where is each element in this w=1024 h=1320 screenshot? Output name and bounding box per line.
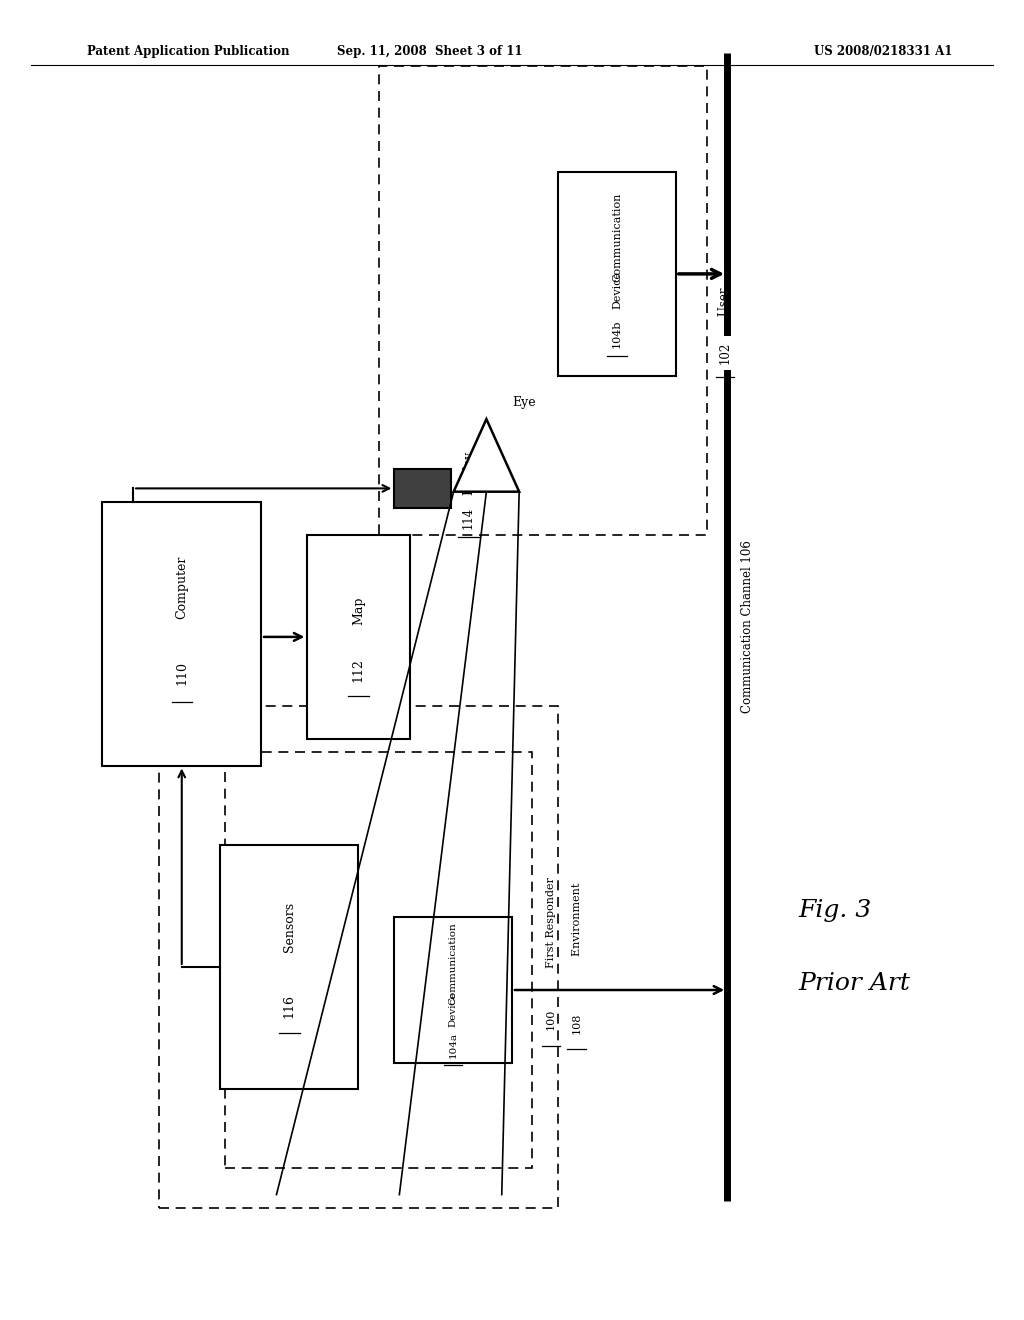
Text: Sensors: Sensors xyxy=(283,903,296,952)
Bar xyxy=(220,845,358,1089)
Text: Computer: Computer xyxy=(175,556,188,619)
Text: Device: Device xyxy=(449,993,458,1027)
Text: 104b: 104b xyxy=(612,319,622,347)
Text: First Responder: First Responder xyxy=(546,874,556,968)
Bar xyxy=(394,917,512,1063)
Text: Communication: Communication xyxy=(449,923,458,1005)
Bar xyxy=(379,66,707,535)
Text: Patent Application Publication: Patent Application Publication xyxy=(87,45,290,58)
Text: Map: Map xyxy=(352,597,365,624)
Text: User: User xyxy=(719,284,731,317)
Text: Sep. 11, 2008  Sheet 3 of 11: Sep. 11, 2008 Sheet 3 of 11 xyxy=(337,45,523,58)
Text: Communication: Communication xyxy=(612,193,622,281)
Polygon shape xyxy=(454,420,519,491)
Text: US 2008/0218331 A1: US 2008/0218331 A1 xyxy=(814,45,952,58)
Text: 102: 102 xyxy=(719,342,731,364)
Text: Fig. 3: Fig. 3 xyxy=(799,899,872,923)
Text: Eye: Eye xyxy=(512,396,536,409)
Bar xyxy=(225,752,532,1168)
Bar xyxy=(159,706,558,1208)
Text: 114: 114 xyxy=(462,507,475,528)
Text: Communication Channel 106: Communication Channel 106 xyxy=(741,541,754,713)
Text: Environment: Environment xyxy=(571,879,582,956)
Text: 108: 108 xyxy=(571,1012,582,1034)
Text: Prior Art: Prior Art xyxy=(799,972,910,995)
Bar xyxy=(102,502,261,766)
Bar xyxy=(394,469,451,508)
Text: 104a: 104a xyxy=(449,1032,458,1059)
Text: 112: 112 xyxy=(352,657,365,682)
Bar xyxy=(307,535,410,739)
Text: 116: 116 xyxy=(283,994,296,1019)
Text: 110: 110 xyxy=(175,661,188,685)
Text: Display: Display xyxy=(462,450,475,495)
Text: 100: 100 xyxy=(546,1008,556,1031)
Bar xyxy=(558,172,676,376)
Text: Device: Device xyxy=(612,271,622,309)
